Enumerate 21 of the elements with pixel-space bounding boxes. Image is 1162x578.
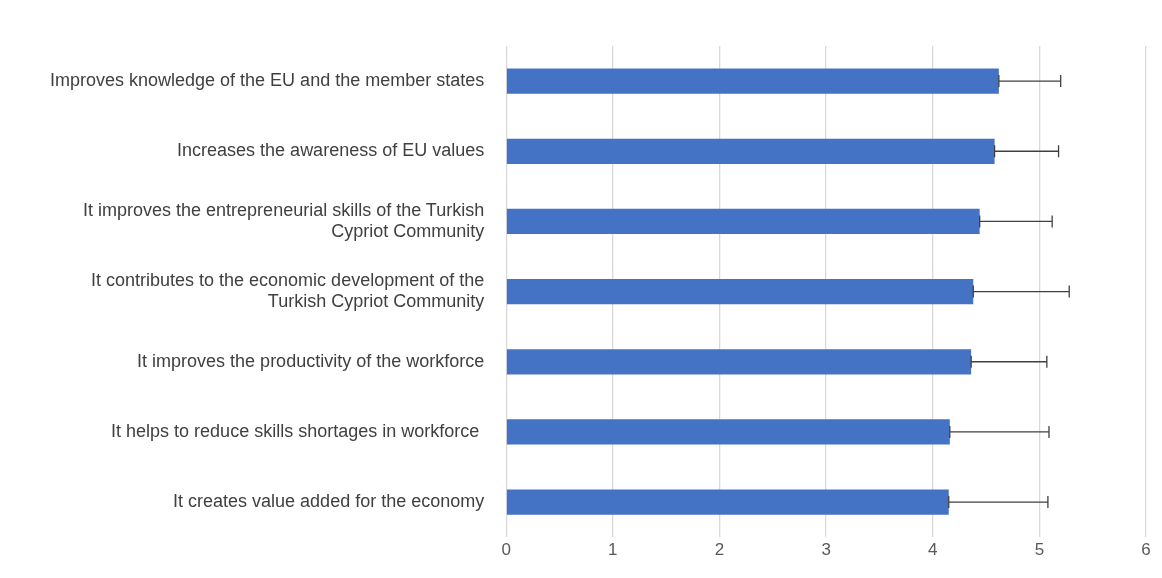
- x-tick-label: 1: [608, 540, 618, 560]
- x-tick-label: 5: [1034, 540, 1045, 560]
- y-tick-label: It helps to reduce skills shortages in workforce: [111, 420, 485, 441]
- bar: [506, 138, 995, 164]
- x-tick-label: 6: [1141, 540, 1151, 560]
- bar: [506, 68, 999, 94]
- bar: [506, 349, 972, 375]
- bar: [506, 419, 950, 445]
- bar: [506, 278, 974, 305]
- y-tick-label: It contributes to the economic development of the Turkish Cypriot Community: [90, 269, 485, 312]
- x-tick-label: 0: [501, 540, 511, 560]
- y-tick-label: It improves the entrepreneurial skills of the Turkish Cypriot Community: [83, 199, 485, 242]
- y-tick-label: Increases the awareness of EU values: [177, 140, 485, 161]
- y-tick-label: It improves the productivity of the workforce: [137, 350, 485, 371]
- bar: [506, 489, 949, 515]
- x-tick-label: 4: [928, 540, 938, 560]
- x-tick-label: 3: [821, 540, 831, 560]
- y-tick-label: Improves knowledge of the EU and the member states: [49, 70, 485, 91]
- bar: [506, 208, 980, 235]
- y-tick-label: It creates value added for the economy: [173, 491, 485, 512]
- x-tick-label: 2: [714, 540, 725, 560]
